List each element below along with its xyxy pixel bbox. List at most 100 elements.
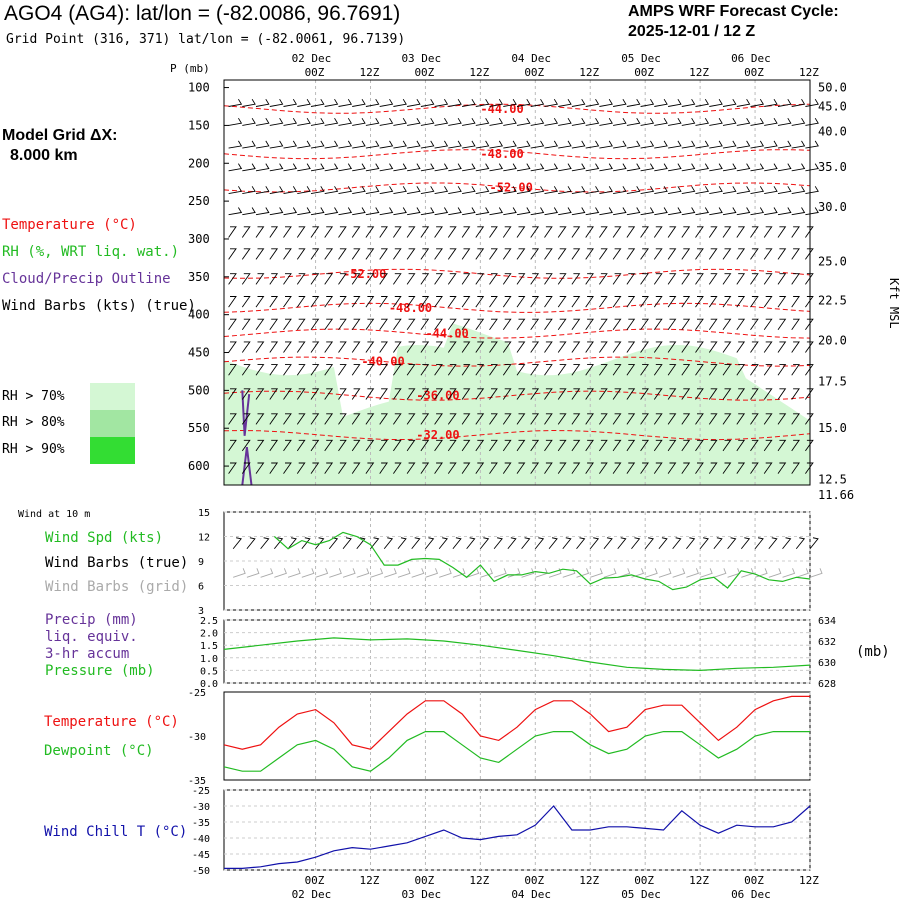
wind-barb-true	[287, 537, 297, 550]
wind-barb-grid	[397, 568, 411, 578]
wind-barb	[365, 341, 375, 353]
wind-barb	[585, 98, 600, 107]
wind-barb	[667, 413, 677, 425]
wind-barb	[695, 364, 704, 376]
wind-barb	[475, 248, 485, 260]
wind-barb	[461, 388, 471, 400]
wind-barb	[324, 248, 334, 260]
wind-barb	[269, 462, 279, 474]
wind-barb	[352, 163, 366, 172]
bottom-time-tick-label: 00Z	[634, 874, 654, 887]
wind-barb	[434, 140, 449, 149]
wind-barb	[585, 439, 594, 452]
wind-barb-true	[493, 537, 503, 550]
wind-barb	[777, 98, 792, 107]
wind-barb	[612, 413, 622, 425]
wind-barb	[310, 341, 320, 353]
wind-barb	[393, 341, 402, 353]
wind-barb	[722, 186, 737, 195]
wind-barb-true	[315, 537, 325, 550]
wind-barb	[434, 364, 443, 376]
wind-barb	[351, 462, 361, 474]
wind-barb-true	[672, 537, 682, 550]
temperature-contour-label: -44.00	[480, 102, 523, 116]
top-time-tick-label: 12Z	[689, 66, 709, 79]
cloud-outline	[241, 447, 253, 486]
wind-barb	[709, 163, 723, 172]
wind-barb	[805, 341, 814, 353]
wind-barb	[612, 296, 622, 308]
wind-barb	[640, 388, 649, 400]
wind-barb	[255, 248, 265, 260]
wind-barb-true	[631, 537, 641, 550]
wind-barb	[736, 273, 746, 285]
wind-barb	[516, 273, 526, 285]
wind-barb	[365, 140, 380, 149]
wind-barb	[420, 117, 435, 126]
wind-barb	[489, 186, 504, 195]
wind-barb	[461, 318, 471, 331]
wind-barb	[544, 186, 559, 195]
wind-barb	[681, 140, 696, 149]
windchill-tick-label: -35	[192, 818, 210, 829]
wind-barb-grid	[576, 568, 590, 578]
wind-barb	[763, 364, 773, 376]
wind-barb	[750, 117, 765, 126]
wind-barb	[805, 98, 819, 107]
wind-barb	[708, 341, 718, 353]
wind-barb	[668, 163, 682, 172]
wind-barb	[516, 439, 526, 452]
wind-barb	[489, 226, 498, 238]
wind-barb	[750, 318, 759, 331]
wind-barb	[475, 341, 485, 353]
wind-barb	[420, 296, 430, 308]
wind-barb	[805, 140, 819, 149]
forecast-cycle: AMPS WRF Forecast Cycle: 2025-12-01 / 12…	[628, 2, 839, 42]
bottom-time-tick-label: 12Z	[579, 874, 599, 887]
wind-barb	[805, 462, 814, 474]
wind-barb	[612, 318, 622, 331]
wind-barb	[283, 207, 298, 216]
wind-barb	[297, 98, 311, 107]
wind-barb-grid	[507, 568, 521, 578]
wind-barb	[489, 341, 498, 353]
wind-barb-grid	[493, 568, 507, 578]
wind-barb	[255, 163, 270, 172]
wind-barb	[722, 117, 737, 126]
wind-barb	[764, 186, 778, 195]
wind-barb	[434, 318, 443, 331]
wind-barb	[269, 296, 279, 308]
wind-barb	[708, 413, 718, 425]
wind-barb	[681, 296, 691, 308]
wind-barb	[640, 462, 649, 474]
pressure-tick-label-right: 632	[818, 637, 836, 648]
bottom-date-label: 06 Dec	[731, 888, 771, 900]
top-time-tick-label: 00Z	[414, 66, 434, 79]
wind-barb	[585, 413, 594, 425]
wind-barb	[750, 364, 759, 376]
wind-barb	[777, 248, 787, 260]
wind10-title: Wind at 10 m	[18, 509, 91, 520]
wind-barb	[763, 248, 773, 260]
wind-barb	[750, 413, 759, 425]
wind-barb	[297, 163, 311, 172]
kft-tick-label: 30.0	[818, 200, 847, 214]
wind-barb	[241, 439, 251, 452]
wind-barb	[805, 226, 814, 238]
wind-barb	[434, 273, 443, 285]
temperature-line	[223, 695, 810, 750]
wind-barb	[310, 140, 325, 149]
wind-barb	[242, 163, 256, 172]
wind-barb	[420, 462, 430, 474]
wind-barb	[502, 364, 512, 376]
wind-barb	[475, 117, 490, 126]
wind-barb	[777, 186, 792, 195]
wind-barb	[379, 296, 388, 308]
wind-barb-grid	[260, 568, 274, 578]
wind-barb	[626, 207, 641, 216]
pressure-tick-label: 350	[188, 270, 210, 284]
wind-barb	[764, 117, 778, 126]
wind-barb	[750, 439, 759, 452]
wind-barb	[324, 439, 334, 452]
wind-barb	[241, 388, 251, 400]
